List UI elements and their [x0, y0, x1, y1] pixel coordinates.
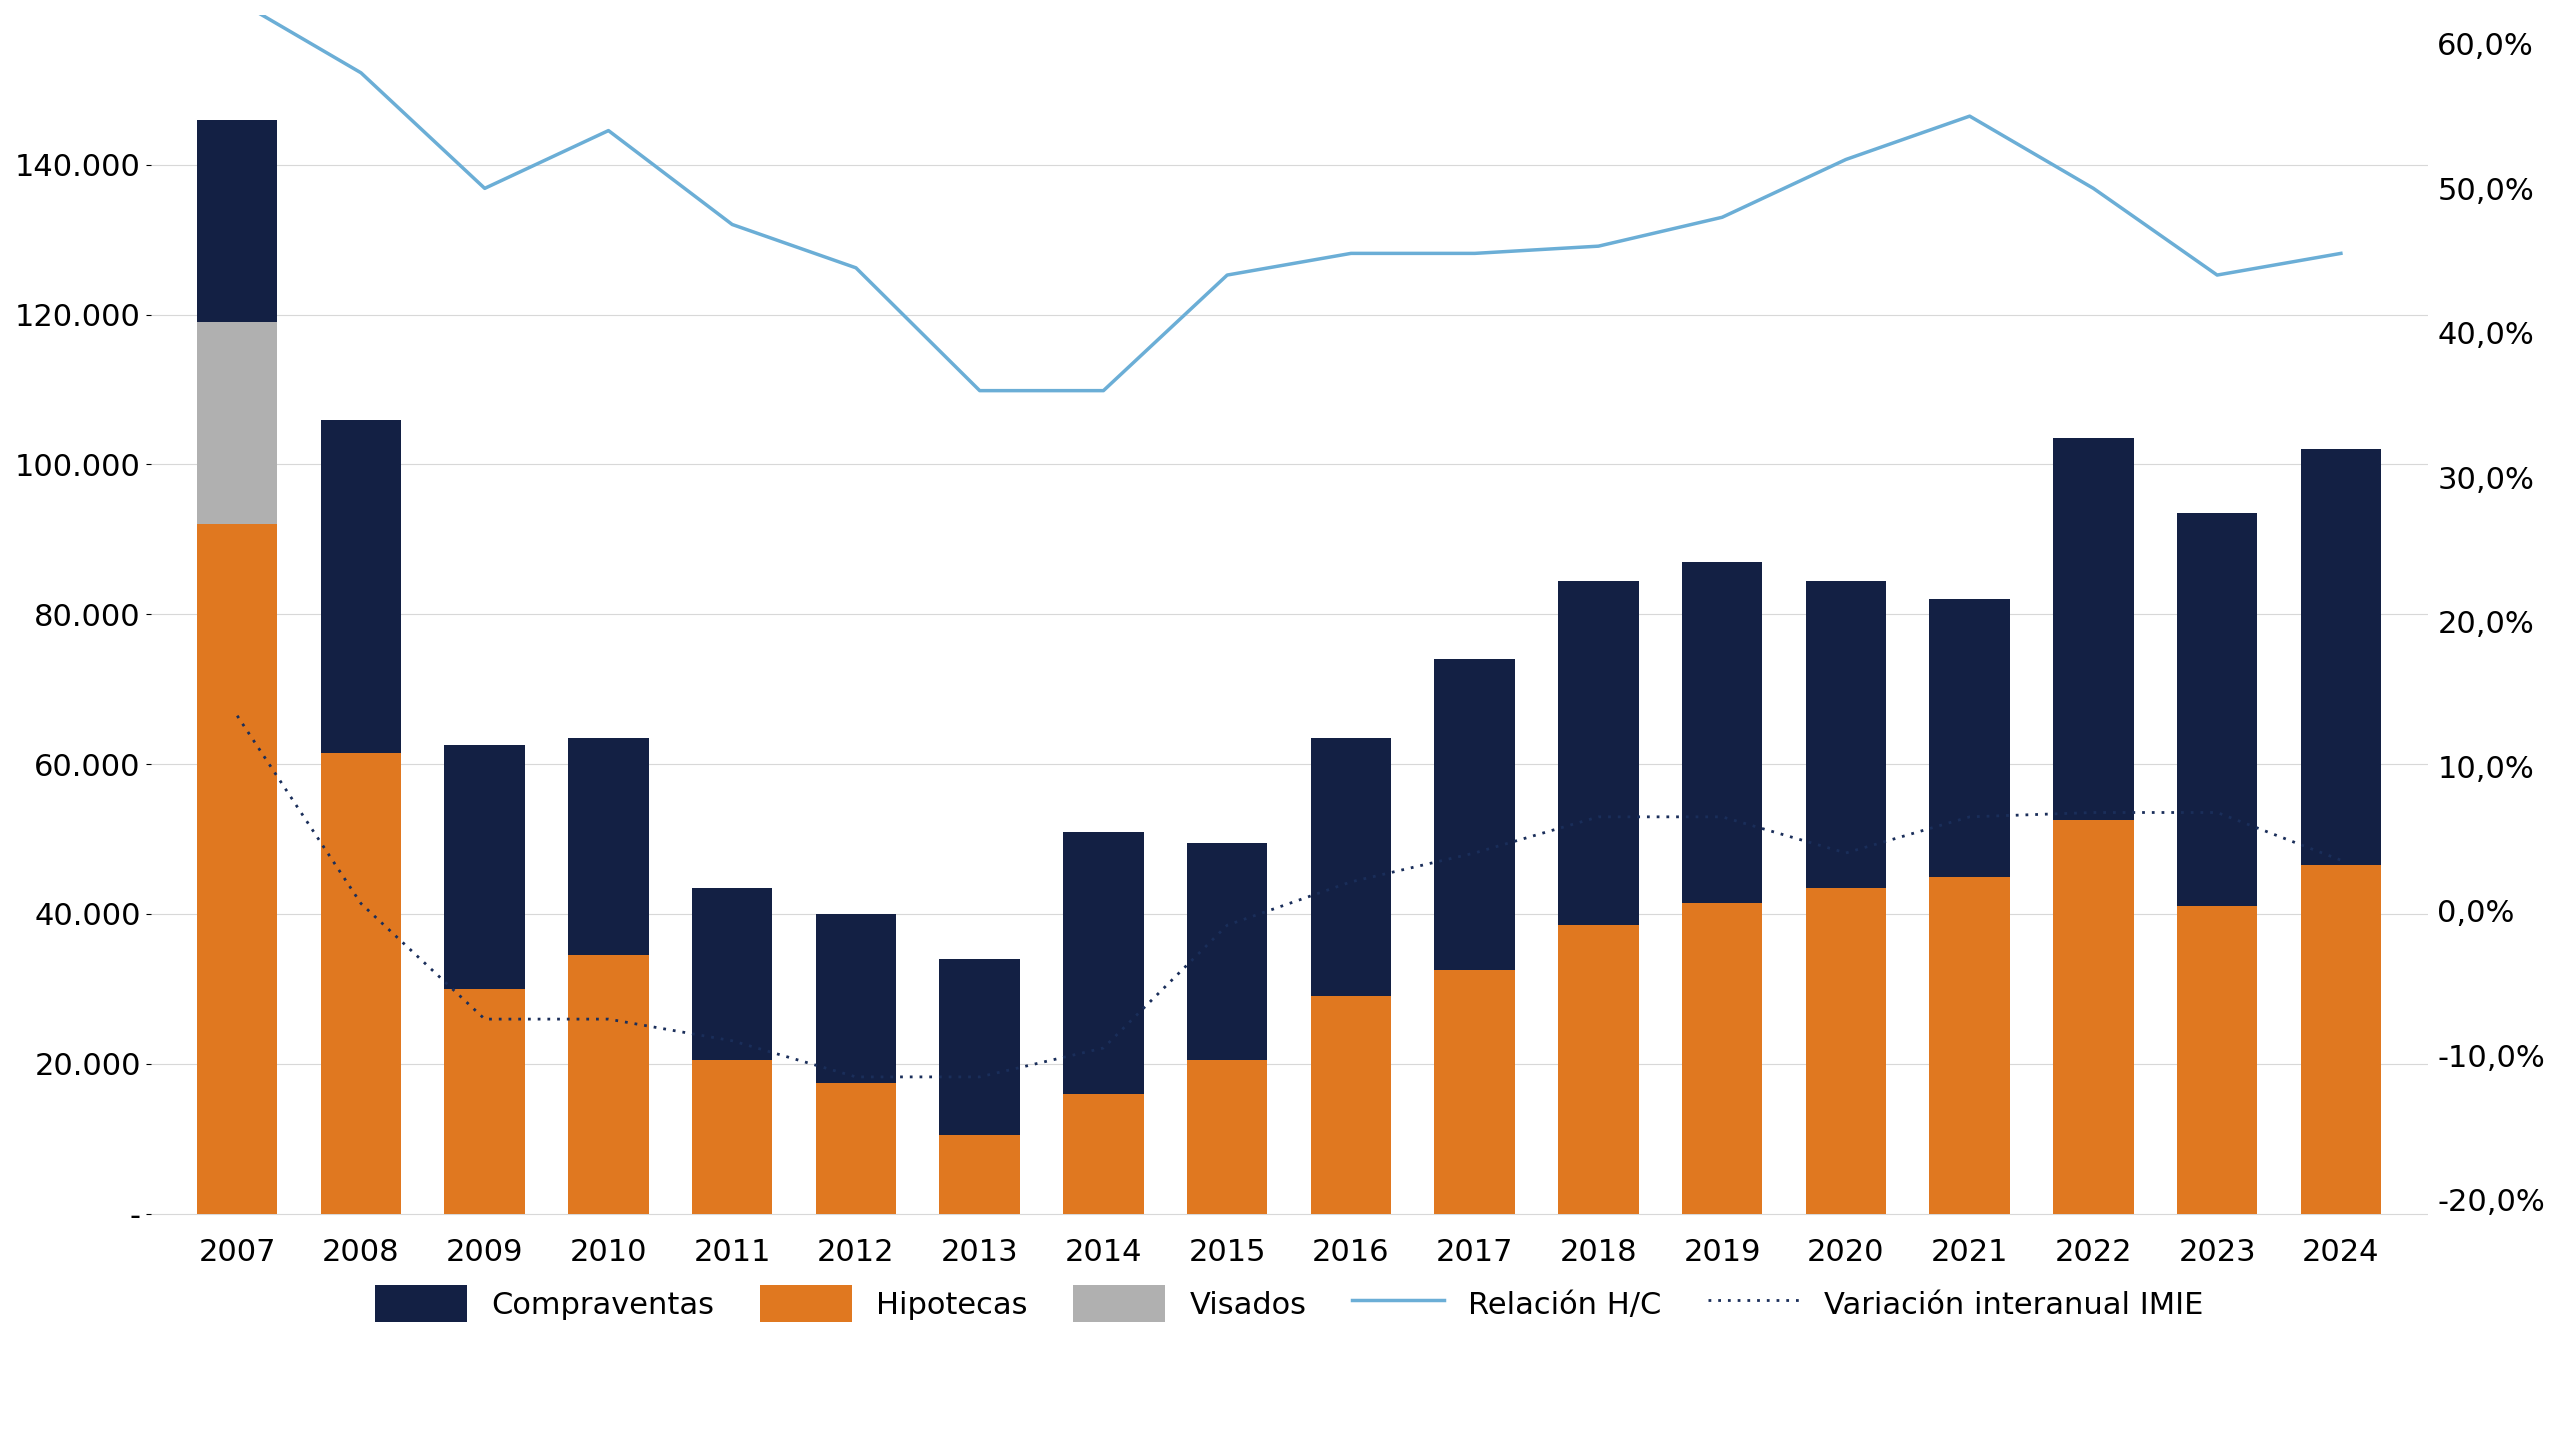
Bar	[817, 1135, 896, 1214]
Bar	[691, 1094, 773, 1214]
Bar	[568, 955, 648, 1214]
Bar	[320, 765, 402, 1214]
Bar	[1434, 971, 1516, 1214]
Bar	[2301, 865, 2381, 1214]
Bar	[2053, 1083, 2132, 1214]
Bar	[1188, 1151, 1267, 1214]
Bar	[568, 737, 648, 1214]
Bar	[1559, 580, 1638, 1214]
Bar	[2176, 906, 2258, 1214]
Bar	[1559, 1097, 1638, 1214]
Bar	[1434, 660, 1516, 1214]
Bar	[2301, 1076, 2381, 1214]
Bar	[1062, 1094, 1144, 1214]
Bar	[2301, 449, 2381, 1214]
Bar	[2053, 821, 2132, 1214]
Bar	[1311, 1135, 1390, 1214]
Bar	[940, 1151, 1019, 1214]
Bar	[940, 959, 1019, 1214]
Bar	[2176, 1079, 2258, 1214]
Bar	[197, 524, 276, 1214]
Bar	[1188, 842, 1267, 1214]
Bar	[1682, 1071, 1761, 1214]
Bar	[1805, 887, 1887, 1214]
Bar	[2053, 438, 2132, 1214]
Bar	[320, 753, 402, 1214]
Bar	[568, 1104, 648, 1214]
Bar	[197, 120, 276, 1214]
Bar	[1559, 924, 1638, 1214]
Bar	[1930, 1094, 2010, 1214]
Bar	[1682, 903, 1761, 1214]
Bar	[445, 989, 525, 1214]
Bar	[445, 1060, 525, 1214]
Bar	[1434, 1113, 1516, 1214]
Bar	[1805, 580, 1887, 1214]
Bar	[1188, 1060, 1267, 1214]
Bar	[1062, 1172, 1144, 1214]
Bar	[1311, 737, 1390, 1214]
Bar	[2176, 513, 2258, 1214]
Bar	[817, 914, 896, 1214]
Bar	[691, 887, 773, 1214]
Bar	[691, 1060, 773, 1214]
Bar	[817, 1083, 896, 1214]
Legend: Compraventas, Hipotecas, Visados, Relación H/C, Variación interanual IMIE: Compraventas, Hipotecas, Visados, Relaci…	[364, 1273, 2214, 1335]
Bar	[1930, 599, 2010, 1214]
Bar	[320, 419, 402, 1214]
Bar	[197, 323, 276, 1214]
Bar	[1805, 1076, 1887, 1214]
Bar	[940, 1135, 1019, 1214]
Bar	[1930, 877, 2010, 1214]
Bar	[445, 746, 525, 1214]
Bar	[1311, 996, 1390, 1214]
Bar	[1062, 831, 1144, 1214]
Bar	[1682, 562, 1761, 1214]
